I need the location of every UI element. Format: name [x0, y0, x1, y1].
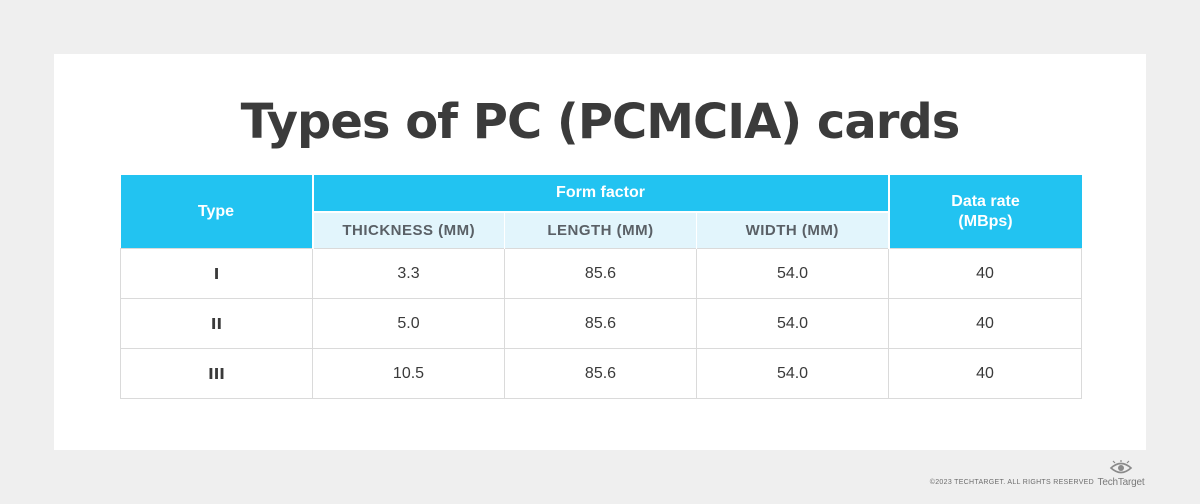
- table-row: II 5.0 85.6 54.0 40: [120, 298, 1083, 349]
- subheader-width: WIDTH (MM): [696, 212, 889, 249]
- brand-name: TechTarget: [1097, 477, 1145, 488]
- table-row: III 10.5 85.6 54.0 40: [120, 348, 1083, 399]
- techtarget-logo: TechTarget: [1096, 460, 1146, 488]
- cell-type: II: [120, 298, 313, 349]
- page-title: Types of PC (PCMCIA) cards: [240, 94, 961, 150]
- cell-type: III: [120, 348, 313, 399]
- subheader-thickness: THICKNESS (MM): [312, 212, 505, 249]
- header-type: Type: [120, 175, 314, 249]
- eye-icon: [1109, 460, 1133, 474]
- cell-width: 54.0: [695, 298, 890, 349]
- cell-thickness: 3.3: [312, 248, 505, 299]
- header-data-rate: Data rate (MBps): [887, 175, 1082, 249]
- pc-card-types-table: Type Form factor Data rate (MBps) THICKN…: [120, 175, 1083, 399]
- cell-thickness: 5.0: [312, 298, 505, 349]
- cell-data-rate: 40: [888, 298, 1083, 349]
- cell-length: 85.6: [504, 348, 697, 399]
- table-row: I 3.3 85.6 54.0 40: [120, 248, 1083, 299]
- header-data-rate-line1: Data rate: [951, 192, 1020, 210]
- cell-length: 85.6: [504, 248, 697, 299]
- header-form-factor: Form factor: [312, 175, 889, 213]
- cell-width: 54.0: [695, 248, 890, 299]
- cell-length: 85.6: [504, 298, 697, 349]
- header-data-rate-line2: (MBps): [958, 212, 1013, 230]
- cell-thickness: 10.5: [312, 348, 505, 399]
- cell-type: I: [120, 248, 313, 299]
- subheader-length: LENGTH (MM): [504, 212, 697, 249]
- cell-data-rate: 40: [888, 348, 1083, 399]
- cell-width: 54.0: [695, 348, 890, 399]
- cell-data-rate: 40: [888, 248, 1083, 299]
- copyright-notice: ©2023 TECHTARGET. ALL RIGHTS RESERVED: [929, 479, 1094, 486]
